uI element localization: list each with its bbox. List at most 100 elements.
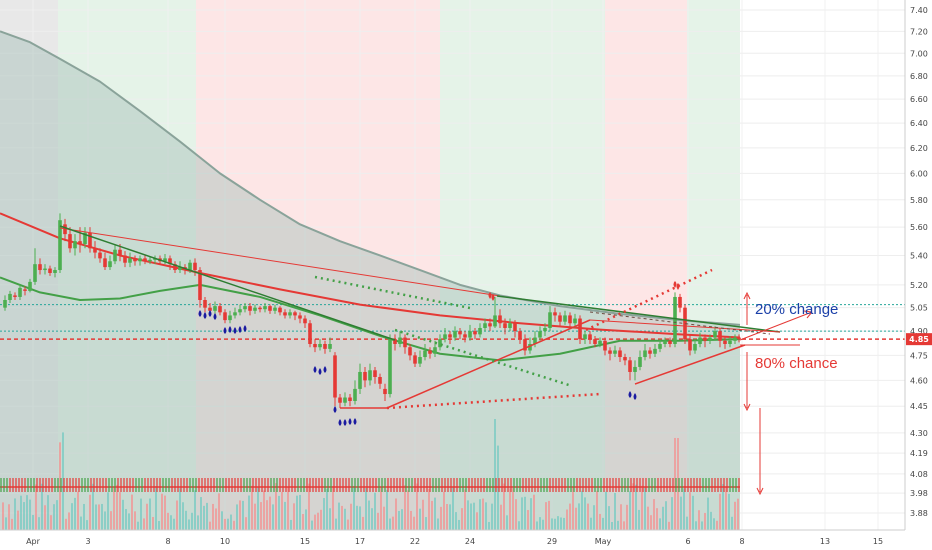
- volume-bar: [347, 519, 349, 530]
- candle-body: [13, 295, 17, 297]
- volume-bar: [71, 503, 73, 530]
- candle-down: [408, 343, 412, 361]
- candle-down: [143, 255, 147, 265]
- volume-bar: [587, 503, 589, 530]
- candle-body: [683, 307, 687, 340]
- sell-signal-marker: [491, 294, 495, 301]
- volume-bar: [362, 516, 364, 530]
- volume-bar: [437, 518, 439, 530]
- volume-bar: [440, 506, 442, 530]
- volume-bar: [374, 492, 376, 530]
- moving-average-2: [0, 30, 741, 326]
- candle-body: [693, 343, 697, 351]
- candle-up: [733, 334, 737, 344]
- volume-bar: [464, 489, 466, 530]
- candle-down: [68, 227, 72, 253]
- volume-bar: [371, 508, 373, 530]
- volume-bar: [32, 514, 34, 530]
- buy-signal-marker: [333, 406, 337, 413]
- candle-body: [688, 339, 692, 351]
- candle-body: [483, 323, 487, 328]
- candle-up: [213, 301, 217, 314]
- volume-bar: [659, 518, 661, 530]
- volume-bar: [140, 498, 142, 530]
- sell-signal-marker: [673, 281, 677, 288]
- candle-body: [708, 337, 712, 341]
- candle-body: [413, 355, 417, 364]
- buy-signal-marker: [223, 327, 227, 334]
- volume-bar: [380, 486, 382, 530]
- volume-bar: [668, 521, 670, 530]
- volume-bar: [68, 512, 70, 530]
- candle-body: [423, 350, 427, 358]
- volume-bar: [446, 504, 448, 530]
- annotation-chance: 80% chance: [755, 355, 838, 372]
- candle-body: [703, 337, 707, 341]
- candle-down: [203, 296, 207, 313]
- candle-down: [668, 337, 672, 348]
- y-tick-label: 4.90: [910, 327, 928, 336]
- volume-bar: [242, 500, 244, 530]
- candle-body: [258, 307, 262, 310]
- buy-signal-marker: [233, 327, 237, 334]
- volume-bar: [101, 503, 103, 530]
- volume-bar: [131, 494, 133, 530]
- volume-bar: [356, 505, 358, 530]
- candle-up: [478, 323, 482, 338]
- volume-bar: [263, 490, 265, 530]
- candle-body: [78, 241, 82, 245]
- volume-bar: [287, 486, 289, 530]
- volume-bar: [644, 487, 646, 530]
- volume-bar: [179, 488, 181, 530]
- candle-up: [418, 350, 422, 367]
- candle-down: [218, 303, 222, 316]
- volume-bar: [665, 501, 667, 530]
- signal-markers: [198, 281, 680, 426]
- candle-down: [123, 251, 127, 268]
- candle-body: [583, 334, 587, 340]
- candle-down: [363, 366, 367, 388]
- volume-bar: [638, 509, 640, 530]
- candle-up: [398, 331, 402, 348]
- buy-signal-marker: [318, 368, 322, 375]
- candle-body: [8, 293, 12, 300]
- candle-down: [268, 304, 272, 314]
- candle-body: [558, 315, 562, 322]
- candle-body: [203, 299, 207, 308]
- volume-bar: [251, 485, 253, 530]
- y-tick-label: 4.19: [910, 449, 928, 458]
- candle-body: [358, 371, 362, 389]
- candle-body: [553, 312, 557, 316]
- candle-body: [598, 340, 602, 344]
- x-tick-label: 8: [165, 537, 170, 546]
- volume-bar: [647, 506, 649, 530]
- candle-down: [323, 340, 327, 354]
- y-tick-label: 7.00: [910, 49, 928, 58]
- volume-bar: [188, 519, 190, 530]
- volume-bar: [56, 500, 58, 530]
- buy-signal-marker: [353, 418, 357, 425]
- candle-down: [223, 309, 227, 324]
- candle-body: [618, 350, 622, 358]
- candle-up: [483, 318, 487, 332]
- volume-bar: [713, 518, 715, 530]
- volume-bar: [236, 504, 238, 530]
- candle-up: [598, 337, 602, 348]
- volume-bar: [173, 518, 175, 530]
- candle-body: [638, 357, 642, 367]
- volume-bar: [104, 511, 106, 530]
- volume-bar: [218, 493, 220, 530]
- last-price-badge: 4.85: [906, 333, 932, 346]
- volume-bar: [560, 517, 562, 530]
- volume-bar: [593, 505, 595, 530]
- candle-up: [538, 326, 542, 341]
- volume-bar: [233, 520, 235, 530]
- volume-bar: [14, 498, 16, 530]
- volume-bar: [11, 518, 13, 530]
- volume-bar: [314, 514, 316, 530]
- volume-bar: [185, 510, 187, 530]
- candle-up: [658, 339, 662, 353]
- volume-bar: [401, 509, 403, 530]
- volume-bar: [410, 510, 412, 530]
- candle-body: [353, 388, 357, 401]
